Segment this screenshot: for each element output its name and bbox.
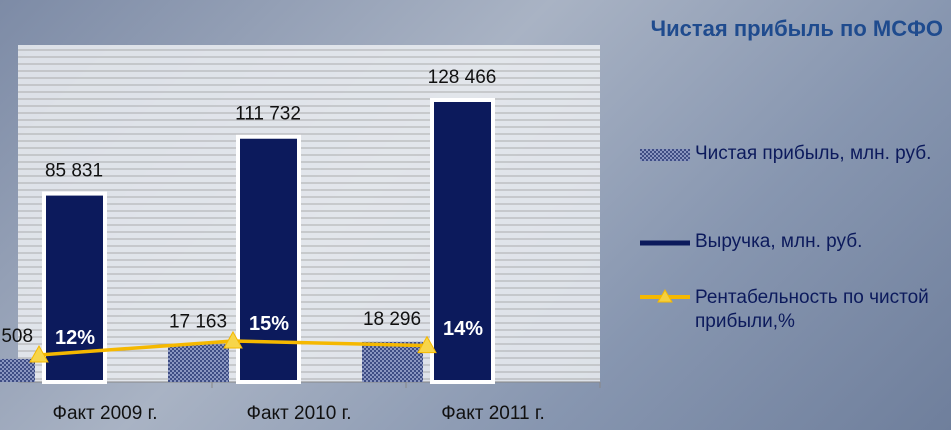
slide: Чистая прибыль по МСФО Факт 2009 г. 10 50…: [0, 0, 951, 430]
value-label: 18 296: [363, 309, 421, 330]
chart-title: Чистая прибыль по МСФО: [651, 16, 943, 41]
value-label: 12%: [55, 327, 95, 349]
value-label: 85 831: [45, 161, 103, 182]
x-tick-label: Факт 2010 г.: [247, 403, 352, 424]
value-label: 15%: [249, 313, 289, 335]
legend-swatch: [640, 287, 692, 307]
value-label: 10 508: [0, 326, 33, 347]
legend-swatch: [640, 233, 692, 253]
value-label: 14%: [443, 318, 483, 340]
value-label: 128 466: [428, 67, 497, 88]
legend-label: Чистая прибыль, млн. руб.: [695, 142, 945, 166]
bar: [238, 137, 299, 382]
legend-label: Рентабельность по чистой прибыли,%: [695, 286, 945, 334]
chart: Чистая прибыль по МСФО Факт 2009 г. 10 50…: [0, 0, 951, 430]
value-label: 111 732: [235, 104, 301, 125]
x-tick-label: Факт 2011 г.: [441, 403, 545, 424]
bar: [362, 342, 423, 382]
legend-label: Выручка, млн. руб.: [695, 230, 945, 254]
value-label: 17 163: [169, 311, 227, 332]
legend-swatch: [640, 145, 692, 165]
bar: [168, 344, 229, 382]
x-tick-label: Факт 2009 г.: [53, 403, 158, 424]
